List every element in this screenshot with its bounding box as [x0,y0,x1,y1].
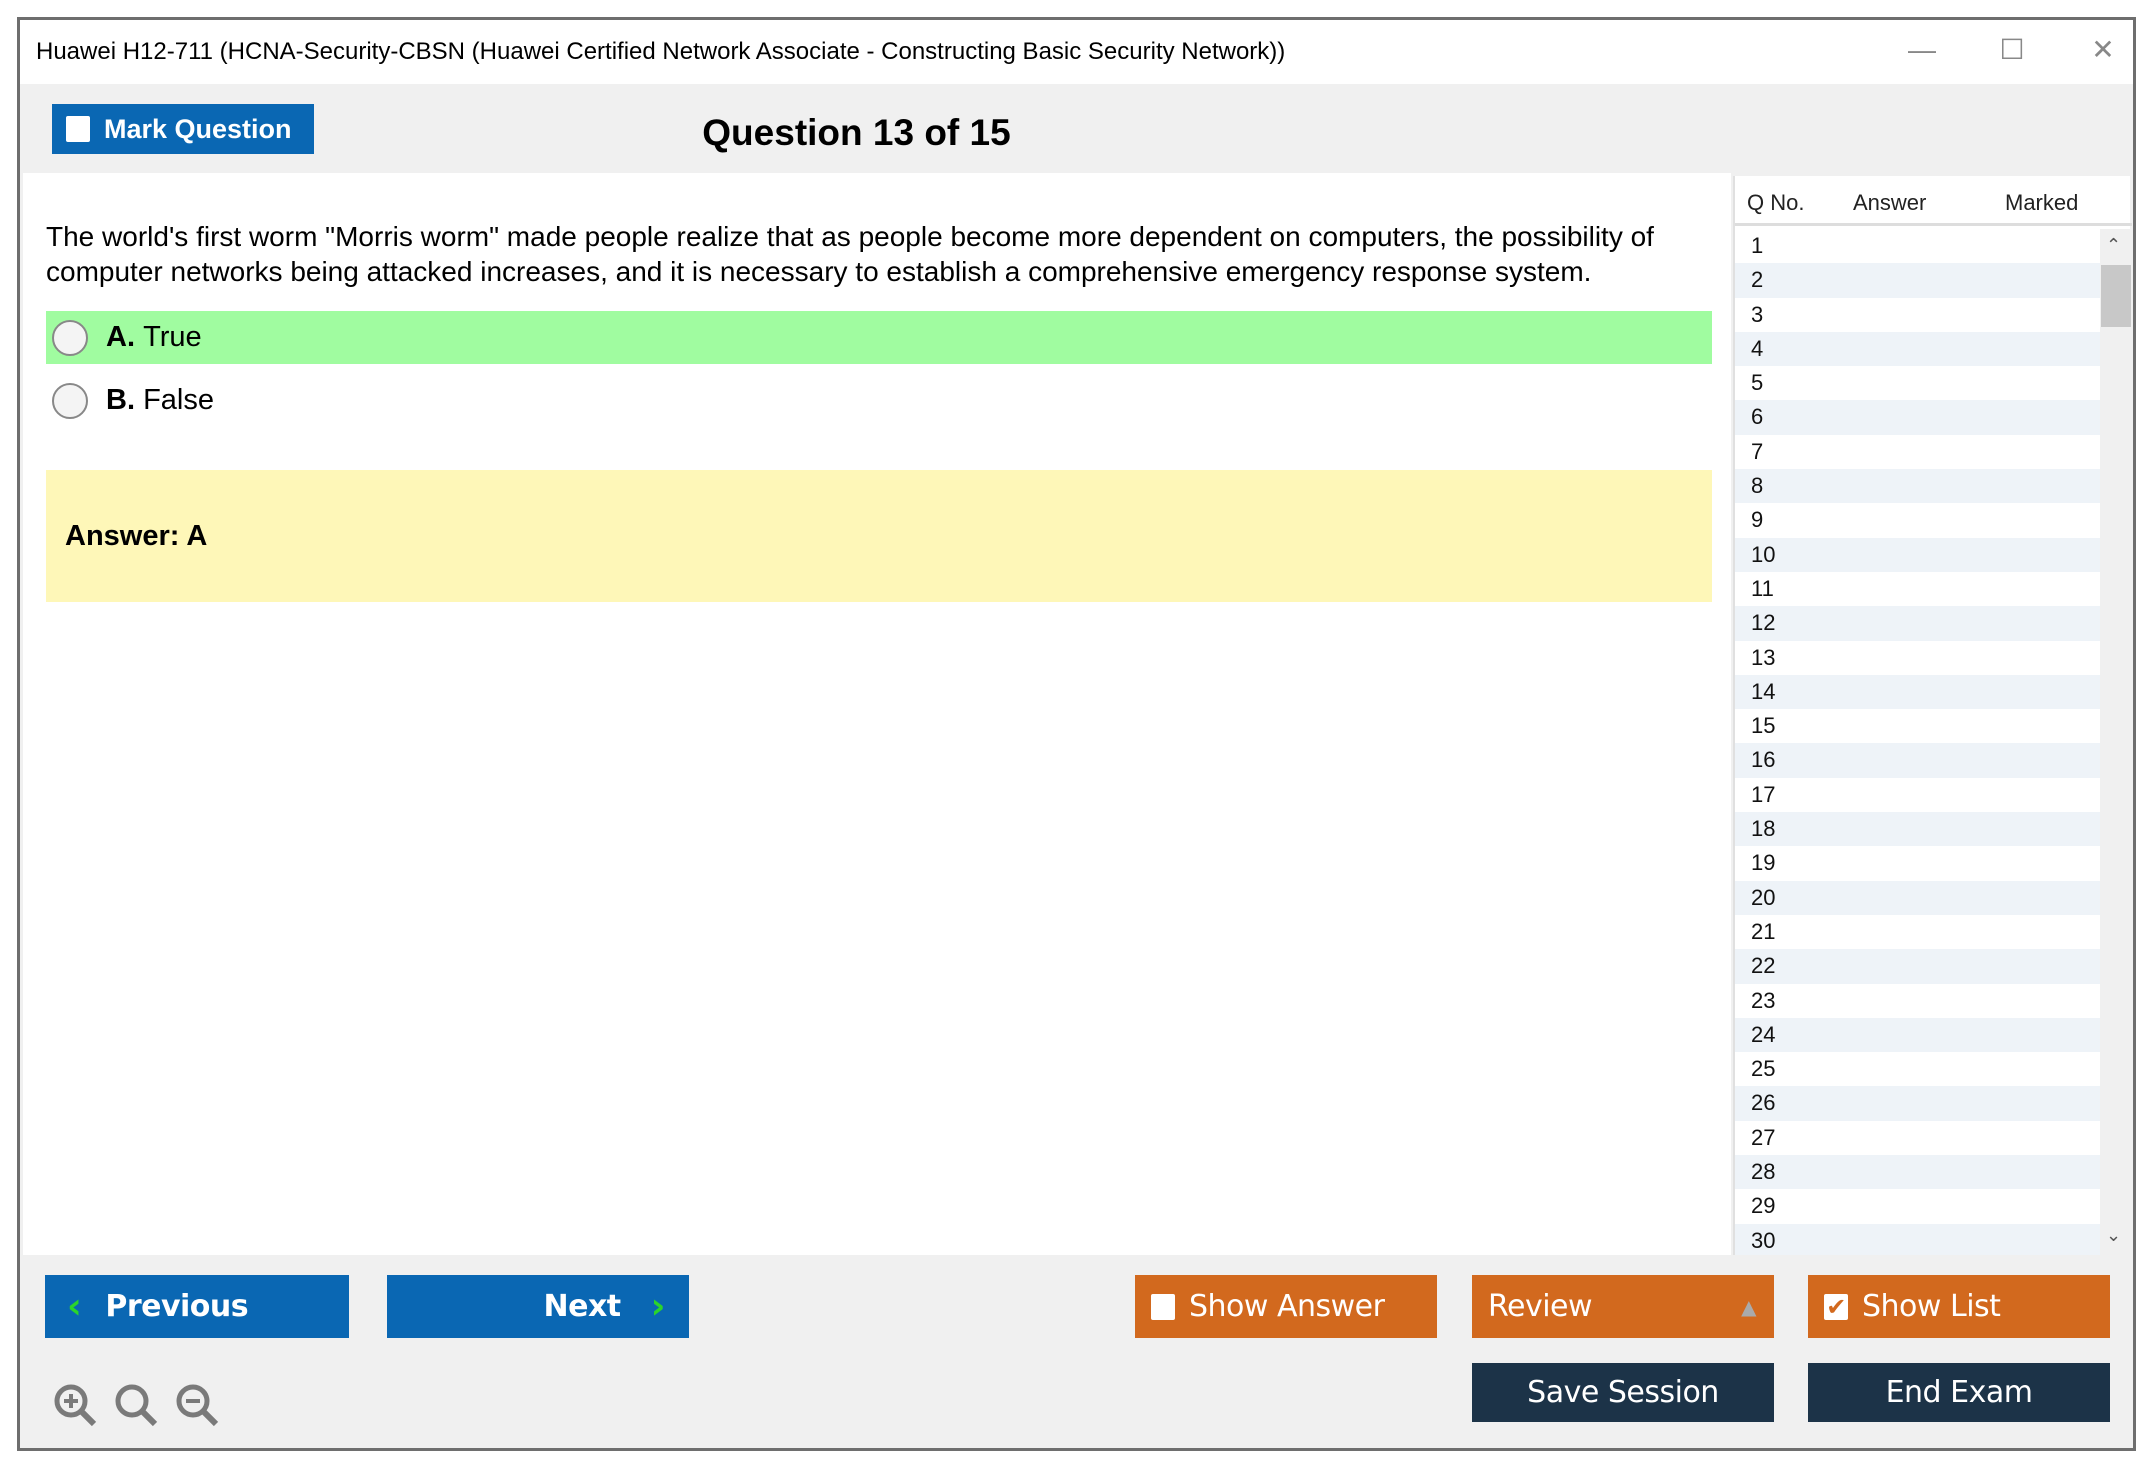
list-item[interactable]: 24 [1735,1017,2100,1053]
title-bar: Huawei H12-711 (HCNA-Security-CBSN (Huaw… [20,20,2133,84]
list-item[interactable]: 4 [1735,331,2100,367]
radio-button[interactable] [52,319,88,356]
next-button[interactable]: Next › [387,1275,689,1338]
chevron-left-icon: ‹ [67,1286,82,1327]
previous-label: Previous [105,1289,249,1324]
radio-button[interactable] [52,382,88,419]
list-item[interactable]: 16 [1735,743,2100,778]
option-b[interactable]: B. False [46,374,1712,427]
next-label: Next [543,1289,622,1324]
window-title: Huawei H12-711 (HCNA-Security-CBSN (Huaw… [36,38,1286,65]
list-item[interactable]: 18 [1735,812,2100,847]
option-text: True [143,321,202,353]
list-item[interactable]: 11 [1751,575,1774,601]
checkbox-icon [1151,1293,1175,1320]
list-item[interactable]: 15 [1751,713,1776,739]
list-item[interactable]: 22 [1735,949,2100,984]
column-qno[interactable]: Q No. [1747,190,1805,215]
scrollbar-thumb[interactable] [2101,265,2131,327]
minimize-button[interactable]: — [1908,34,1936,65]
list-item[interactable]: 3 [1751,301,1764,327]
column-marked[interactable]: Marked [2005,190,2079,215]
question-panel: The world's first worm "Morris worm" mad… [23,173,1731,1255]
list-item[interactable]: 23 [1751,987,1776,1013]
list-item[interactable]: 7 [1751,438,1764,464]
list-item[interactable]: 21 [1751,918,1776,944]
column-answer[interactable]: Answer [1853,190,1927,215]
list-item[interactable]: 13 [1751,644,1776,670]
checkbox-icon [66,116,90,142]
list-item[interactable]: 27 [1751,1124,1776,1150]
zoom-out-icon[interactable] [174,1382,220,1428]
option-letter: B. [106,384,135,416]
list-item[interactable]: 2 [1735,263,2100,298]
caret-up-icon: ▲ [1741,1294,1756,1319]
show-answer-button[interactable]: Show Answer [1135,1275,1437,1338]
list-item[interactable]: 20 [1735,880,2100,915]
checkbox-checked-icon: ✔ [1824,1293,1848,1320]
option-letter: A. [106,321,135,353]
close-button[interactable]: ✕ [2091,34,2115,65]
end-exam-button[interactable]: End Exam [1808,1363,2110,1422]
app-window: Huawei H12-711 (HCNA-Security-CBSN (Huaw… [17,17,2136,1451]
show-list-button[interactable]: ✔ Show List [1808,1275,2110,1338]
review-dropdown[interactable]: Review ▲ [1472,1275,1774,1338]
mark-question-label: Mark Question [104,113,292,144]
option-a[interactable]: A. True [46,311,1712,364]
option-text: False [143,384,214,416]
list-item[interactable]: 10 [1735,537,2100,572]
previous-button[interactable]: ‹ Previous [45,1275,349,1338]
zoom-reset-icon[interactable] [113,1382,159,1428]
list-item[interactable]: 29 [1751,1193,1776,1219]
list-item[interactable]: 5 [1751,370,1764,396]
list-item[interactable]: 6 [1735,400,2100,435]
scroll-down-icon[interactable]: ⌄ [2106,1225,2122,1245]
list-item[interactable]: 26 [1735,1086,2100,1121]
answer-box: Answer: A [46,470,1712,602]
show-list-label: Show List [1862,1289,2001,1324]
question-text: The world's first worm "Morris worm" mad… [46,221,1654,287]
list-header: Q No. Answer Marked [1735,176,2132,226]
review-label: Review [1488,1289,1593,1324]
list-item[interactable]: 14 [1735,674,2100,710]
maximize-button[interactable]: ☐ [1999,34,2025,65]
scrollbar[interactable]: ⌃ ⌄ [2100,229,2132,1255]
save-session-button[interactable]: Save Session [1472,1363,1774,1422]
list-item[interactable]: 17 [1751,781,1776,807]
zoom-in-icon[interactable] [52,1382,98,1428]
list-item[interactable]: 8 [1735,469,2100,504]
question-list: Q No. Answer Marked 1 2 3 4 5 6 7 8 9 10 11 12 13 14 1… [1733,176,2132,1255]
list-item[interactable]: 9 [1751,507,1764,533]
list-rows: 1 2 3 4 5 6 7 8 9 10 11 12 13 14 15 16 17 18 19 20 21 22 23 24 2… [1735,229,2100,1255]
chevron-right-icon: › [650,1286,666,1327]
list-item[interactable]: 19 [1751,850,1776,876]
show-answer-label: Show Answer [1189,1289,1385,1324]
mark-question-button[interactable]: Mark Question [52,104,314,154]
list-item[interactable]: 30 [1735,1223,2100,1255]
list-item[interactable]: 25 [1751,1056,1776,1082]
list-item[interactable]: 1 [1751,233,1764,258]
list-item[interactable]: 28 [1735,1155,2100,1190]
question-title: Question 13 of 15 [702,112,1011,153]
scroll-up-icon[interactable]: ⌃ [2106,235,2122,255]
list-item[interactable]: 12 [1735,606,2100,641]
